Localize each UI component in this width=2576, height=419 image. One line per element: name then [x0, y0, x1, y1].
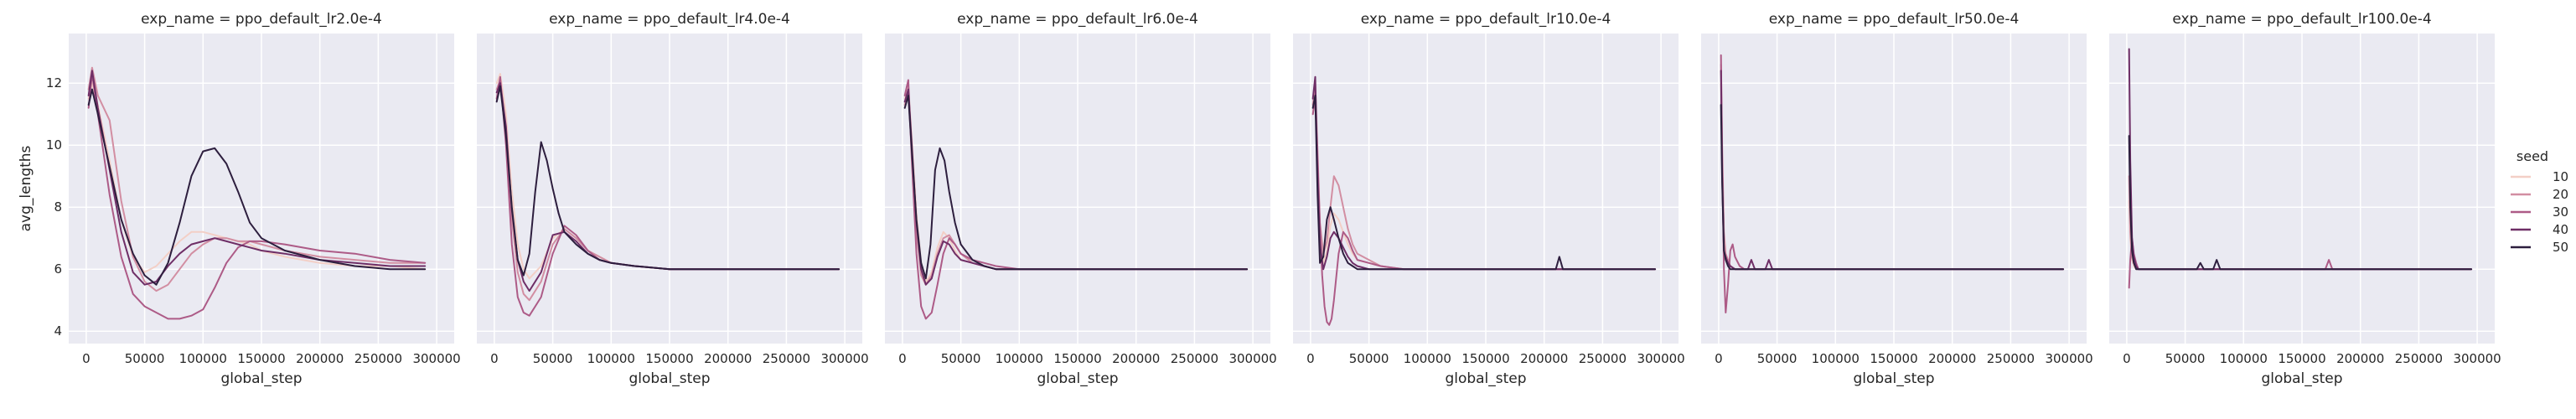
x-tick-label: 300000	[1229, 351, 1276, 366]
x-tick-label: 150000	[2278, 351, 2325, 366]
x-tick-label: 300000	[2453, 351, 2501, 366]
x-tick-label: 50000	[941, 351, 981, 366]
series-line-seed-50	[495, 85, 841, 277]
x-tick-label: 100000	[179, 351, 227, 366]
x-tick-label: 50000	[1757, 351, 1798, 366]
x-tick-label: 150000	[1053, 351, 1101, 366]
x-tick-label: 50000	[2165, 351, 2206, 366]
x-tick-label: 150000	[1461, 351, 1509, 366]
facet-panel: exp_name = ppo_default_lr6.0e-4 0 50000 100…	[885, 11, 1277, 387]
x-tick-label: 0	[82, 351, 91, 366]
legend-label: 10	[2553, 169, 2568, 184]
legend-label: 40	[2553, 222, 2568, 237]
x-tick-label: 200000	[704, 351, 752, 366]
facet-panels: exp_name = ppo_default_lr2.0e-40 50000 100…	[46, 11, 2501, 387]
series-line-seed-50	[87, 88, 427, 286]
x-tick-label: 200000	[2336, 351, 2384, 366]
legend-label: 20	[2553, 187, 2568, 202]
series-line-seed-30	[87, 73, 427, 320]
x-axis-label: global_step	[1037, 370, 1118, 387]
x-tick-label: 0	[1715, 351, 1723, 366]
series-line-seed-50	[2128, 135, 2473, 271]
y-tick-label: 10	[46, 137, 62, 153]
x-tick-label: 100000	[1404, 351, 1451, 366]
x-tick-label: 300000	[820, 351, 868, 366]
x-axis-label: global_step	[1445, 370, 1526, 387]
x-axis-label: global_step	[628, 370, 710, 387]
facet-panel: exp_name = ppo_default_lr2.0e-4 0 50000 100…	[46, 11, 461, 387]
x-axis-label: global_step	[2261, 370, 2342, 387]
x-axis-label: global_step	[220, 370, 302, 387]
x-tick-label: 300000	[412, 351, 460, 366]
x-tick-label: 250000	[1987, 351, 2035, 366]
facet-panel: exp_name = ppo_default_lr100.0e-4 0 50000 1…	[2109, 11, 2501, 387]
panel-title: exp_name = ppo_default_lr100.0e-4	[2172, 11, 2431, 28]
x-tick-label: 200000	[1112, 351, 1160, 366]
x-tick-label: 250000	[1579, 351, 1627, 366]
x-tick-label: 100000	[2220, 351, 2268, 366]
x-tick-label: 0	[490, 351, 499, 366]
x-tick-label: 0	[1306, 351, 1315, 366]
x-tick-label: 250000	[1171, 351, 1218, 366]
series-line-seed-40	[87, 70, 427, 286]
y-tick-label: 4	[54, 323, 62, 339]
series-line-seed-20	[87, 66, 427, 292]
x-tick-label: 100000	[996, 351, 1043, 366]
x-tick-label: 250000	[763, 351, 810, 366]
x-tick-label: 300000	[2045, 351, 2092, 366]
y-tick-label: 12	[46, 75, 62, 91]
x-tick-label: 150000	[237, 351, 285, 366]
x-tick-label: 300000	[1637, 351, 1684, 366]
x-tick-label: 50000	[125, 351, 165, 366]
series-line-seed-50	[903, 95, 1249, 280]
x-tick-label: 100000	[1812, 351, 1860, 366]
y-axis-label: avg_lengths	[18, 145, 34, 231]
x-tick-label: 200000	[296, 351, 344, 366]
panel-title: exp_name = ppo_default_lr10.0e-4	[1361, 11, 1611, 28]
x-tick-label: 200000	[1928, 351, 1976, 366]
x-tick-label: 150000	[1870, 351, 1917, 366]
panel-title: exp_name = ppo_default_lr4.0e-4	[549, 11, 790, 28]
y-tick-label: 8	[54, 199, 62, 215]
panel-title: exp_name = ppo_default_lr50.0e-4	[1769, 11, 2020, 28]
x-tick-label: 50000	[1349, 351, 1389, 366]
legend: seed 10 20 30 40 50	[2511, 148, 2568, 255]
panel-title: exp_name = ppo_default_lr2.0e-4	[141, 11, 382, 28]
x-tick-label: 0	[898, 351, 907, 366]
x-tick-label: 0	[2123, 351, 2131, 366]
x-tick-label: 150000	[645, 351, 693, 366]
x-tick-label: 50000	[533, 351, 573, 366]
y-tick-label: 6	[54, 261, 62, 277]
x-tick-label: 250000	[2395, 351, 2443, 366]
x-axis-label: global_step	[1853, 370, 1934, 387]
x-tick-label: 100000	[587, 351, 635, 366]
series-line-seed-50	[1720, 104, 2065, 271]
legend-label: 30	[2553, 204, 2568, 220]
facet-panel: exp_name = ppo_default_lr10.0e-4 0 50000 10…	[1293, 11, 1685, 387]
facet-panel: exp_name = ppo_default_lr4.0e-4 0 50000 100…	[477, 11, 869, 387]
facet-panel: exp_name = ppo_default_lr50.0e-4 0 50000 10…	[1701, 11, 2093, 387]
panel-title: exp_name = ppo_default_lr6.0e-4	[957, 11, 1198, 28]
series-line-seed-50	[1311, 95, 1657, 271]
legend-label: 50	[2553, 240, 2568, 255]
x-tick-label: 250000	[354, 351, 402, 366]
x-tick-label: 200000	[1520, 351, 1568, 366]
legend-title: seed	[2517, 148, 2548, 164]
